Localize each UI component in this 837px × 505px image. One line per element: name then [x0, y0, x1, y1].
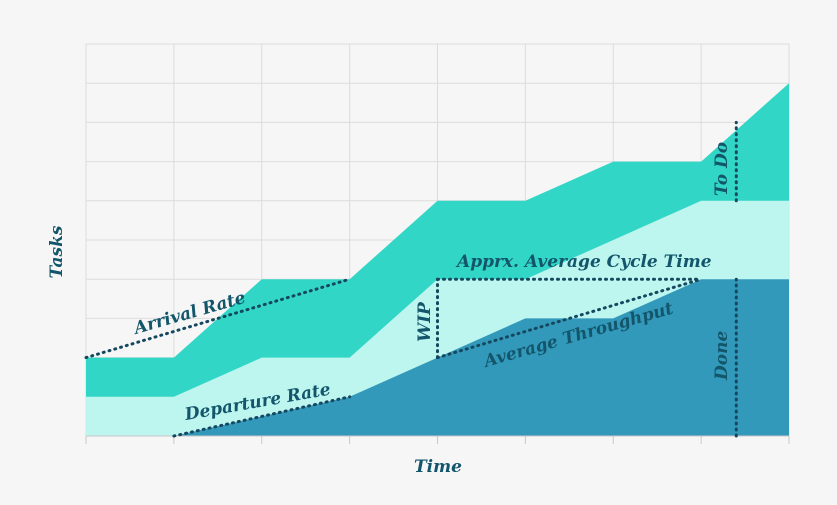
x-axis-label: Time: [414, 457, 462, 477]
average-cycle-time-label: Apprx. Average Cycle Time: [455, 252, 712, 272]
y-axis-label: Tasks: [47, 225, 67, 278]
wip-label: WIP: [415, 301, 435, 342]
arrival-line: [84, 277, 352, 360]
throughput-line: [436, 277, 703, 360]
done-label: Done: [712, 331, 732, 381]
departure-line: [172, 395, 352, 438]
x-axis: [85, 435, 790, 444]
annotation-lines: [84, 120, 738, 438]
to-do-label: To Do: [712, 142, 732, 196]
